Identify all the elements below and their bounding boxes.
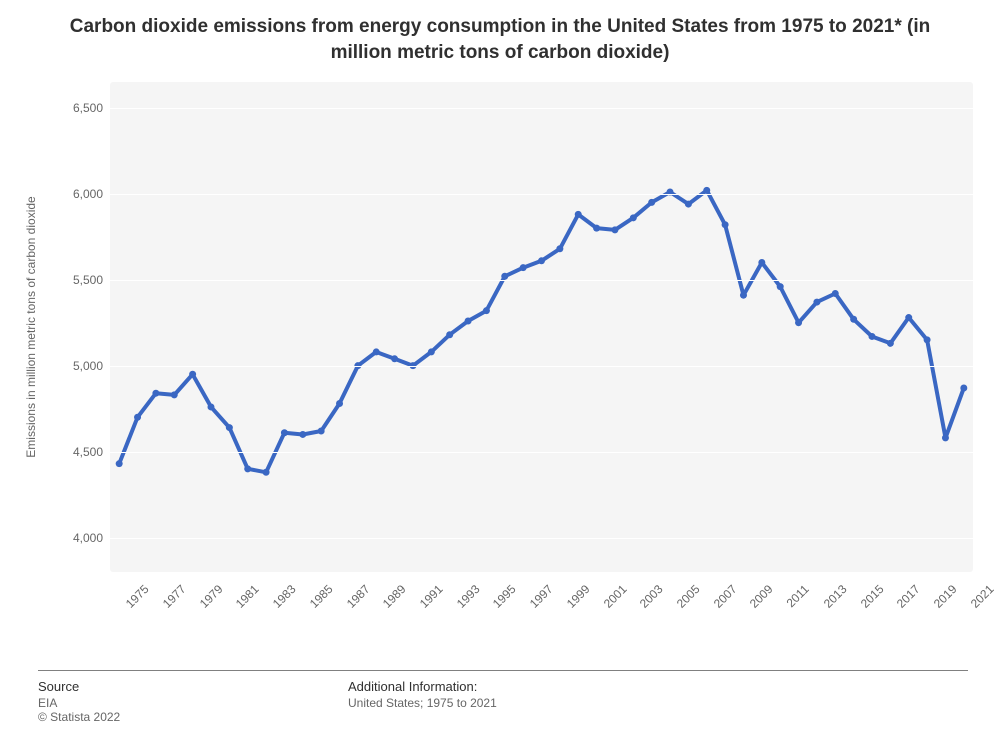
x-tick-label: 1975 <box>123 582 152 611</box>
data-point[interactable] <box>446 331 453 338</box>
x-tick-label: 1983 <box>270 582 299 611</box>
gridline <box>110 538 973 539</box>
data-point[interactable] <box>152 390 159 397</box>
data-point[interactable] <box>869 333 876 340</box>
data-point[interactable] <box>263 469 270 476</box>
chart-footer: Source EIA © Statista 2022 Additional In… <box>38 670 968 728</box>
x-tick-label: 2021 <box>968 582 997 611</box>
data-point[interactable] <box>189 371 196 378</box>
data-point[interactable] <box>428 348 435 355</box>
x-tick-label: 2013 <box>821 582 850 611</box>
data-point[interactable] <box>318 428 325 435</box>
data-point[interactable] <box>538 257 545 264</box>
gridline <box>110 194 973 195</box>
data-point[interactable] <box>740 292 747 299</box>
x-tick-label: 1999 <box>564 582 593 611</box>
x-tick-label: 2005 <box>674 582 703 611</box>
addl-info-text: United States; 1975 to 2021 <box>348 696 968 710</box>
data-point[interactable] <box>960 385 967 392</box>
data-point[interactable] <box>281 429 288 436</box>
data-point[interactable] <box>520 264 527 271</box>
data-point[interactable] <box>299 431 306 438</box>
data-point[interactable] <box>611 226 618 233</box>
data-point[interactable] <box>887 340 894 347</box>
x-tick-label: 1981 <box>233 582 262 611</box>
y-tick-label: 6,000 <box>43 187 103 201</box>
x-tick-label: 1977 <box>160 582 189 611</box>
x-tick-label: 2017 <box>894 582 923 611</box>
x-tick-label: 2009 <box>747 582 776 611</box>
line-chart-svg <box>110 82 973 572</box>
y-tick-label: 4,500 <box>43 445 103 459</box>
data-point[interactable] <box>134 414 141 421</box>
gridline <box>110 108 973 109</box>
x-tick-label: 1991 <box>417 582 446 611</box>
data-point[interactable] <box>556 245 563 252</box>
data-point[interactable] <box>905 314 912 321</box>
data-point[interactable] <box>924 336 931 343</box>
x-tick-label: 2015 <box>857 582 886 611</box>
x-tick-label: 1979 <box>196 582 225 611</box>
x-tick-label: 2007 <box>711 582 740 611</box>
addl-info-header: Additional Information: <box>348 679 968 694</box>
chart-area: Emissions in million metric tons of carb… <box>38 82 973 642</box>
data-point[interactable] <box>777 283 784 290</box>
gridline <box>110 452 973 453</box>
data-point[interactable] <box>465 317 472 324</box>
data-point[interactable] <box>758 259 765 266</box>
data-point[interactable] <box>722 221 729 228</box>
x-tick-label: 2011 <box>784 582 812 610</box>
data-point[interactable] <box>832 290 839 297</box>
x-tick-label: 1995 <box>490 582 519 611</box>
data-point[interactable] <box>813 299 820 306</box>
data-point[interactable] <box>483 307 490 314</box>
x-tick-label: 1997 <box>527 582 556 611</box>
y-axis-title: Emissions in million metric tons of carb… <box>24 196 38 457</box>
copyright-text: © Statista 2022 <box>38 710 348 724</box>
data-point[interactable] <box>207 403 214 410</box>
y-tick-label: 5,000 <box>43 359 103 373</box>
data-point[interactable] <box>226 424 233 431</box>
data-point[interactable] <box>373 348 380 355</box>
x-tick-label: 1993 <box>454 582 483 611</box>
data-point[interactable] <box>171 391 178 398</box>
data-point[interactable] <box>942 434 949 441</box>
y-tick-label: 4,000 <box>43 531 103 545</box>
data-point[interactable] <box>391 355 398 362</box>
data-point[interactable] <box>685 201 692 208</box>
gridline <box>110 280 973 281</box>
data-point[interactable] <box>336 400 343 407</box>
data-point[interactable] <box>593 225 600 232</box>
x-tick-label: 2001 <box>600 582 629 611</box>
chart-title: Carbon dioxide emissions from energy con… <box>0 0 1000 65</box>
x-tick-label: 2003 <box>637 582 666 611</box>
data-point[interactable] <box>501 273 508 280</box>
data-point[interactable] <box>795 319 802 326</box>
source-header: Source <box>38 679 348 694</box>
x-tick-label: 1985 <box>307 582 336 611</box>
data-point[interactable] <box>575 211 582 218</box>
x-tick-label: 1987 <box>343 582 372 611</box>
emissions-line <box>119 190 964 472</box>
source-text: EIA <box>38 696 348 710</box>
x-tick-label: 1989 <box>380 582 409 611</box>
x-tick-label: 2019 <box>931 582 960 611</box>
data-point[interactable] <box>116 460 123 467</box>
y-tick-label: 6,500 <box>43 101 103 115</box>
data-point[interactable] <box>630 214 637 221</box>
data-point[interactable] <box>850 316 857 323</box>
data-point[interactable] <box>648 199 655 206</box>
data-point[interactable] <box>244 465 251 472</box>
gridline <box>110 366 973 367</box>
y-tick-label: 5,500 <box>43 273 103 287</box>
